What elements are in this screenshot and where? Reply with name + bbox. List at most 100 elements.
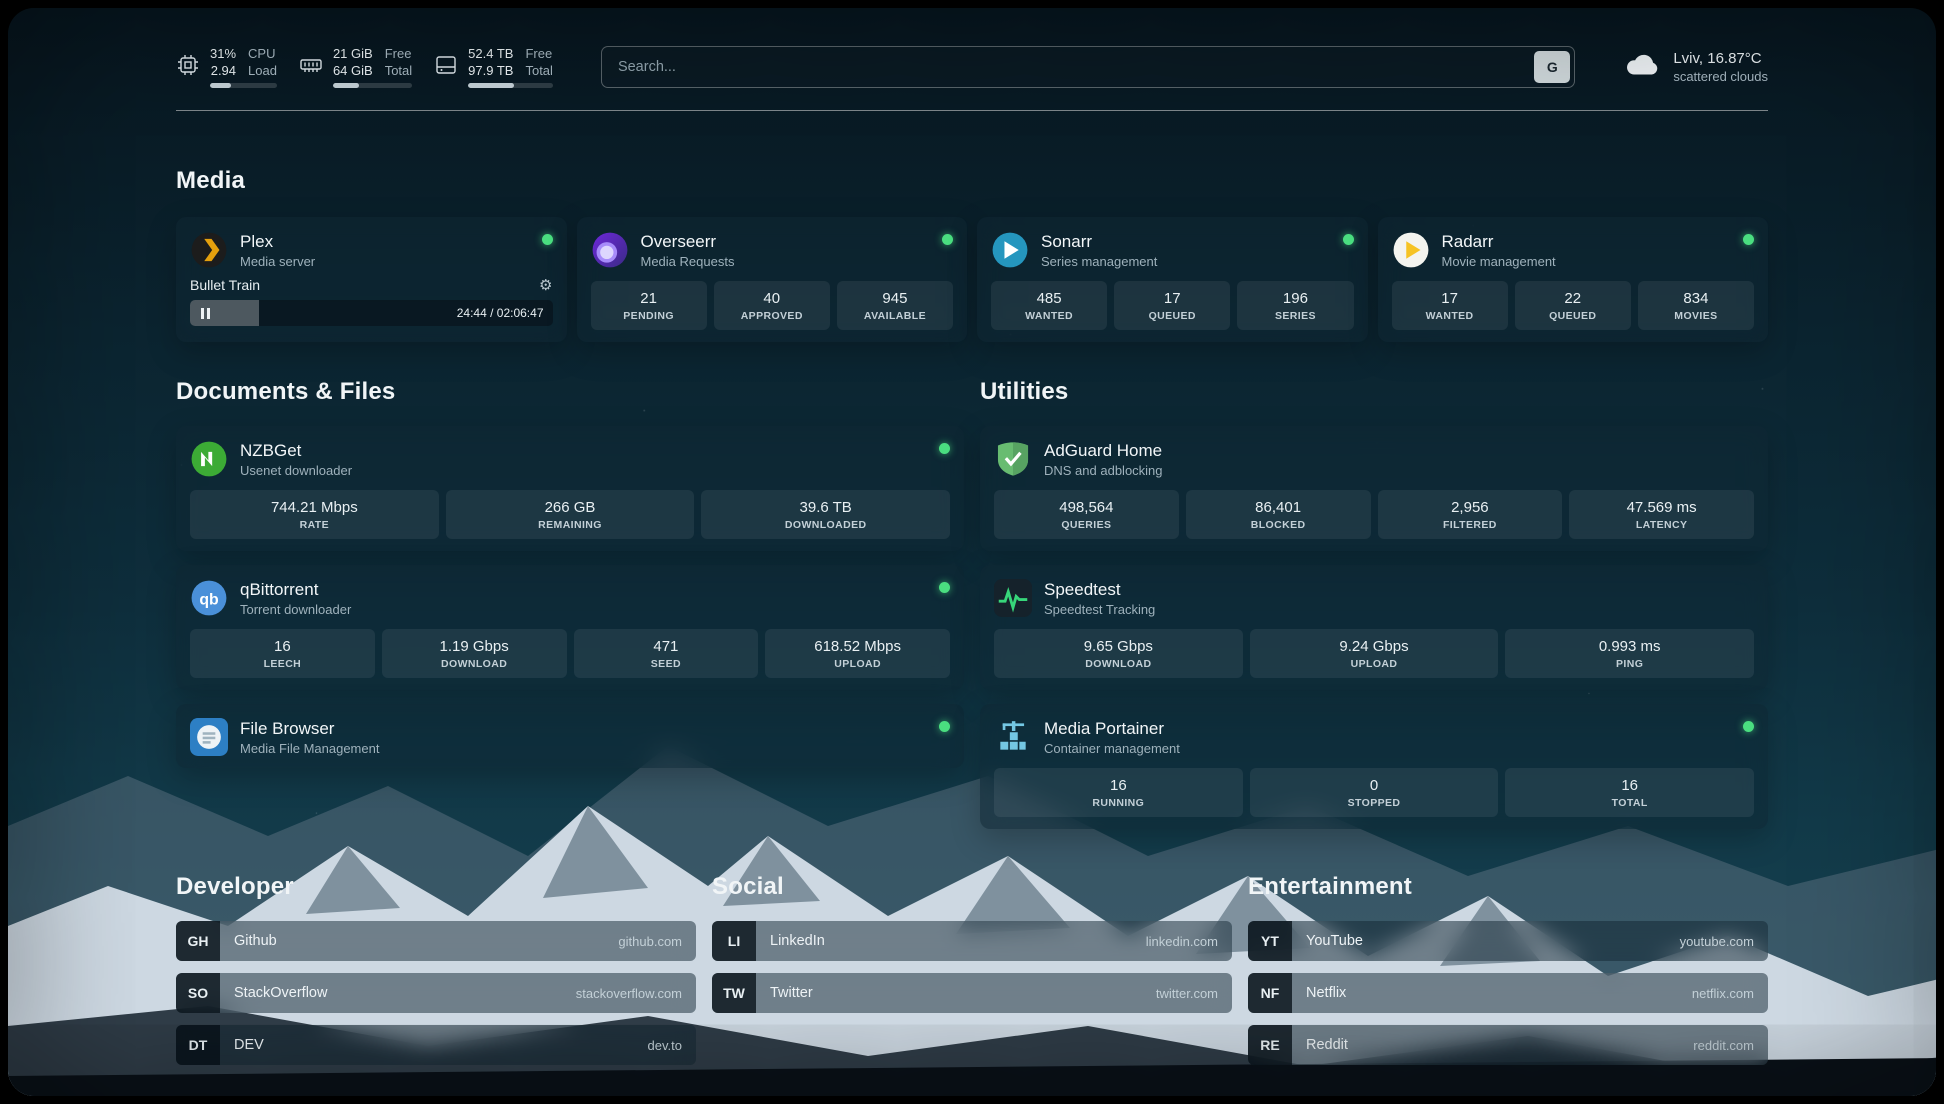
app-title: NZBGet — [240, 440, 302, 460]
app-card-speedtest[interactable]: Speedtest Speedtest Tracking 9.65 Gbps DO… — [980, 565, 1768, 690]
stat-downloaded: 39.6 TB DOWNLOADED — [701, 490, 951, 539]
app-title: Plex — [240, 231, 274, 251]
disk-total: 97.9 TB — [468, 62, 514, 78]
bookmark-youtube[interactable]: YT YouTube youtube.com — [1248, 921, 1768, 961]
app-card-portainer[interactable]: Media Portainer Container management 16 R… — [980, 704, 1768, 829]
disk-free: 52.4 TB — [468, 45, 514, 61]
top-bar: 31% CPU 2.94 Load 21 GiB Free 64 — [176, 38, 1768, 96]
app-subtitle: Speedtest Tracking — [1044, 601, 1156, 617]
bookmark-abbr: GH — [176, 921, 220, 961]
overseerr-icon — [591, 231, 629, 269]
app-card-adguard[interactable]: AdGuard Home DNS and adblocking 498,564 Q… — [980, 426, 1768, 551]
stat-upload: 618.52 Mbps UPLOAD — [765, 629, 950, 678]
bookmark-abbr: RE — [1248, 1025, 1292, 1065]
stat-leech: 16 LEECH — [190, 629, 375, 678]
app-card-plex[interactable]: Plex Media server Bullet Train ⚙ 24:44 /… — [176, 217, 567, 342]
section-social: Social LI LinkedIn linkedin.com TW Twitt… — [712, 873, 1232, 1077]
app-title: File Browser — [240, 718, 335, 738]
app-subtitle: Torrent downloader — [240, 601, 352, 617]
qbittorrent-icon: qb — [190, 579, 228, 617]
memory-total: 64 GiB — [332, 62, 373, 78]
bookmark-abbr: NF — [1248, 973, 1292, 1013]
bookmark-github[interactable]: GH Github github.com — [176, 921, 696, 961]
disk-icon — [434, 53, 458, 82]
dashboard-content: 31% CPU 2.94 Load 21 GiB Free 64 — [8, 8, 1936, 1096]
stat-upload: 9.24 Gbps UPLOAD — [1249, 629, 1499, 678]
search-engine-button[interactable]: G — [1534, 51, 1571, 83]
app-subtitle: DNS and adblocking — [1044, 462, 1163, 478]
bookmark-twitter[interactable]: TW Twitter twitter.com — [712, 973, 1232, 1013]
stat-queries: 498,564 QUERIES — [994, 490, 1179, 539]
stat-rate: 744.21 Mbps RATE — [190, 490, 439, 539]
section-developer: Developer GH Github github.com SO StackO… — [176, 873, 696, 1077]
app-card-overseerr[interactable]: Overseerr Media Requests 21 PENDING 40 APP… — [576, 217, 967, 342]
memory-resource-widget: 21 GiB Free 64 GiB Total — [299, 45, 413, 89]
app-card-sonarr[interactable]: Sonarr Series management 485 WANTED 17 QUE… — [977, 217, 1368, 342]
app-card-qbittorrent[interactable]: qb qBittorrent Torrent downloader 16 LEEC… — [176, 565, 964, 690]
cpu-percent: 31% — [210, 45, 237, 61]
bookmark-name: StackOverflow — [234, 985, 328, 1001]
status-dot-online — [541, 234, 553, 245]
memory-free-label: Free — [384, 45, 412, 61]
plex-player-bar: 24:44 / 02:06:47 — [190, 300, 553, 326]
nzbget-icon — [190, 440, 228, 478]
player-time: 24:44 / 02:06:47 — [456, 306, 544, 320]
app-title: Sonarr — [1041, 231, 1093, 251]
bookmark-name: LinkedIn — [770, 933, 825, 949]
stat-seed: 471 SEED — [573, 629, 759, 678]
stat-series: 196 SERIES — [1237, 281, 1354, 330]
cpu-load: 2.94 — [210, 62, 237, 78]
section-documents-files: Documents & Files NZBGet Usenet download… — [176, 378, 964, 829]
sonarr-icon — [991, 231, 1029, 269]
section-entertainment: Entertainment YT YouTube youtube.com NF … — [1248, 873, 1768, 1077]
stat-filtered: 2,956 FILTERED — [1377, 490, 1563, 539]
bookmark-name: DEV — [234, 1037, 264, 1053]
gear-icon[interactable]: ⚙ — [539, 276, 553, 294]
media-heading: Media — [176, 167, 246, 194]
app-title: Media Portainer — [1044, 718, 1165, 738]
bookmark-dev[interactable]: DT DEV dev.to — [176, 1025, 696, 1065]
app-title: Speedtest — [1044, 579, 1121, 599]
bookmark-stackoverflow[interactable]: SO StackOverflow stackoverflow.com — [176, 973, 696, 1013]
app-subtitle: Usenet downloader — [240, 462, 353, 478]
portainer-icon — [994, 718, 1032, 756]
stat-download: 9.65 Gbps DOWNLOAD — [994, 629, 1243, 678]
bookmark-name: Github — [234, 933, 277, 949]
bookmark-name: YouTube — [1306, 933, 1363, 949]
weather-widget: Lviv, 16.87°C scattered clouds — [1623, 46, 1768, 89]
bookmark-linkedin[interactable]: LI LinkedIn linkedin.com — [712, 921, 1232, 961]
bookmark-domain: dev.to — [647, 1037, 682, 1053]
now-playing-title: Bullet Train — [190, 277, 261, 293]
cpu-load-label: Load — [248, 62, 277, 78]
memory-total-label: Total — [384, 62, 413, 78]
cpu-resource-widget: 31% CPU 2.94 Load — [176, 46, 277, 89]
bookmark-name: Twitter — [770, 985, 813, 1001]
bookmark-abbr: YT — [1248, 921, 1292, 961]
pause-button[interactable] — [190, 300, 220, 326]
stat-pending: 21 PENDING — [590, 281, 707, 330]
plex-icon — [190, 231, 228, 269]
bookmark-name: Reddit — [1306, 1037, 1348, 1053]
bookmark-reddit[interactable]: RE Reddit reddit.com — [1248, 1025, 1768, 1065]
bookmark-abbr: TW — [712, 973, 756, 1013]
stat-ping: 0.993 ms PING — [1505, 629, 1755, 678]
app-card-nzbget[interactable]: NZBGet Usenet downloader 744.21 Mbps RATE… — [176, 426, 964, 551]
bookmark-domain: twitter.com — [1155, 985, 1218, 1001]
utilities-heading: Utilities — [980, 378, 1069, 405]
search-input[interactable] — [600, 46, 1576, 88]
section-media: Media Plex Media server — [176, 167, 1768, 342]
stat-running: 16 RUNNING — [994, 768, 1243, 817]
bookmark-domain: reddit.com — [1693, 1037, 1754, 1053]
bookmark-abbr: LI — [712, 921, 756, 961]
bookmark-netflix[interactable]: NF Netflix netflix.com — [1248, 973, 1768, 1013]
memory-icon — [299, 53, 323, 82]
app-card-filebrowser[interactable]: File Browser Media File Management — [176, 704, 964, 768]
disk-free-label: Free — [525, 45, 553, 61]
status-dot-online — [939, 443, 950, 454]
stat-latency: 47.569 ms LATENCY — [1569, 490, 1754, 539]
social-heading: Social — [712, 873, 784, 900]
app-card-radarr[interactable]: Radarr Movie management 17 WANTED 22 QUEUE… — [1377, 217, 1768, 342]
stat-total: 16 TOTAL — [1505, 768, 1755, 817]
app-subtitle: Media Requests — [640, 253, 735, 269]
status-dot-online — [939, 582, 950, 593]
